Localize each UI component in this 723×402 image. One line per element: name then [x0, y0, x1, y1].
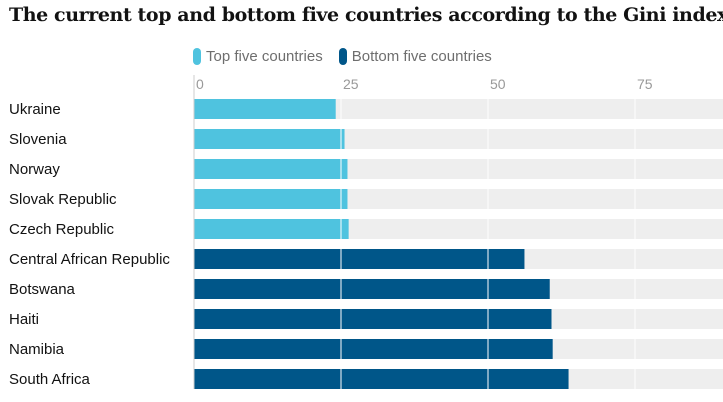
category-label-central-african-republic: Central African Republic [9, 251, 170, 268]
legend-item-top-five: Top five countries [193, 48, 323, 65]
category-label-ukraine: Ukraine [9, 101, 61, 118]
category-label-botswana: Botswana [9, 281, 76, 298]
chart-title: The current top and bottom five countrie… [9, 4, 723, 26]
bar-slovenia [194, 129, 345, 149]
category-label-czech-republic: Czech Republic [9, 221, 115, 238]
chart-legend: Top five countries Bottom five countries [193, 48, 508, 65]
bar-botswana [194, 279, 550, 299]
legend-item-bottom-five: Bottom five countries [338, 48, 492, 65]
bar-czech-republic [194, 219, 349, 239]
legend-label-bottom-five: Bottom five countries [351, 48, 492, 65]
x-tick-label-0: 0 [196, 76, 204, 92]
bar-haiti [194, 309, 552, 329]
bar-ukraine [194, 99, 336, 119]
legend-swatch-top-five [193, 48, 201, 65]
x-tick-label-75: 75 [637, 76, 653, 92]
category-label-norway: Norway [9, 161, 60, 178]
bar-central-african-republic [194, 249, 525, 269]
category-label-slovak-republic: Slovak Republic [9, 191, 117, 208]
bar-namibia [194, 339, 553, 359]
category-label-slovenia: Slovenia [9, 131, 67, 148]
legend-label-top-five: Top five countries [206, 48, 323, 65]
x-tick-label-50: 50 [490, 76, 506, 92]
category-label-south-africa: South Africa [9, 371, 91, 388]
x-tick-label-25: 25 [343, 76, 359, 92]
bar-south-africa [194, 369, 569, 389]
bar-slovak-republic [194, 189, 348, 209]
category-label-haiti: Haiti [9, 311, 39, 328]
category-label-namibia: Namibia [9, 341, 65, 358]
bar-norway [194, 159, 348, 179]
legend-swatch-bottom-five [338, 48, 347, 65]
